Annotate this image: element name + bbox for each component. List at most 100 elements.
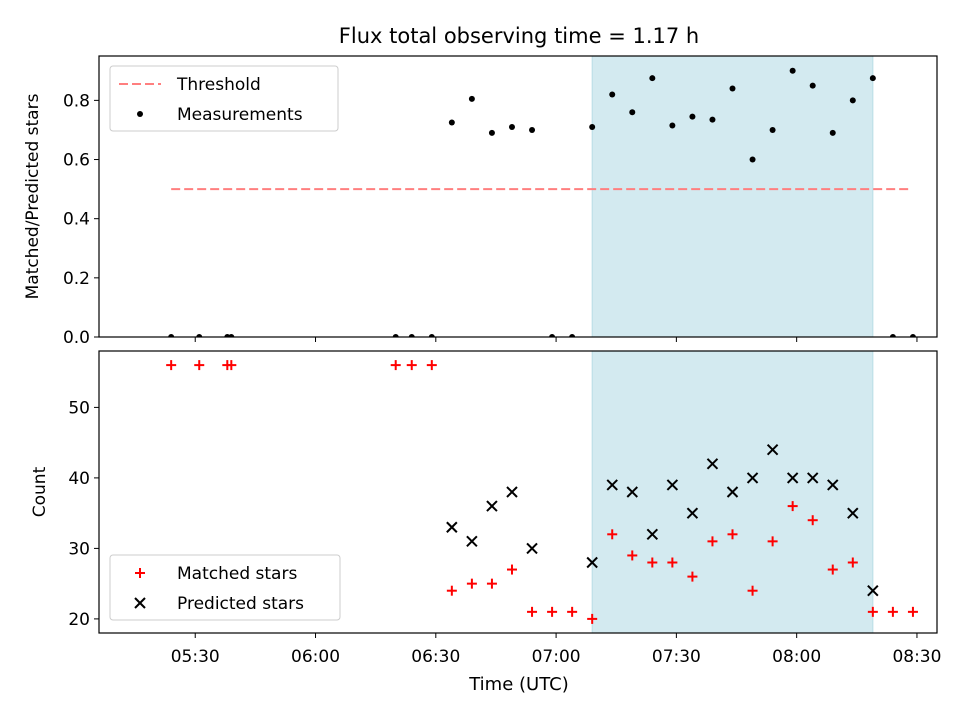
- predicted-star-marker: [786, 472, 799, 484]
- legend: Matched stars Predicted stars: [109, 554, 341, 621]
- predicted-star-marker: [867, 584, 879, 597]
- measurement-point: [769, 126, 776, 133]
- matched-star-marker: [847, 557, 858, 568]
- legend-label: Predicted stars: [177, 594, 304, 614]
- matched-star-marker: [390, 360, 401, 371]
- measurement-point: [589, 123, 596, 130]
- measurement-point: [909, 334, 916, 337]
- predicted-star-marker: [827, 479, 839, 491]
- measurement-point: [709, 116, 716, 123]
- measurement-point: [629, 109, 636, 116]
- matched-star-marker: [166, 360, 177, 371]
- matched-star-marker: [607, 529, 618, 540]
- x-tick-label: 07:30: [652, 647, 701, 667]
- matched-star-marker: [587, 613, 598, 624]
- y-tick-label: 0.6: [63, 151, 90, 171]
- x-tick-label: 05:30: [171, 647, 220, 667]
- measurement-point: [508, 123, 515, 130]
- predicted-star-marker: [806, 472, 819, 484]
- matched-star-marker: [446, 585, 457, 596]
- measurement-point: [689, 113, 696, 120]
- matched-star-marker: [767, 536, 778, 547]
- bottom-panel-counts: 20 30 40 50 05:30 06:00 06:30 07:00 07:30 08:00 08…: [30, 350, 941, 667]
- legend-label: Matched stars: [177, 564, 297, 584]
- measurement-point: [749, 156, 756, 163]
- matched-star-marker: [627, 550, 638, 561]
- predicted-star-marker: [526, 542, 538, 555]
- y-tick-label: 0.0: [63, 328, 90, 348]
- measurement-point: [529, 126, 536, 133]
- predicted-star-marker: [626, 486, 638, 498]
- measurement-point: [609, 91, 616, 98]
- predicted-star-marker: [506, 486, 518, 498]
- measurement-point: [729, 85, 736, 92]
- matched-star-marker: [406, 360, 417, 371]
- measurement-point: [448, 119, 455, 126]
- matched-star-marker: [226, 360, 237, 371]
- x-tick-label: 06:00: [291, 647, 340, 667]
- measurement-point: [428, 334, 435, 337]
- measurement-point: [468, 95, 475, 102]
- predicted-star-marker: [646, 528, 659, 541]
- matched-star-marker: [466, 578, 477, 589]
- matched-star-marker: [506, 564, 517, 575]
- matched-star-marker: [486, 578, 497, 589]
- measurement-point: [889, 334, 896, 337]
- predicted-star-marker: [446, 521, 458, 533]
- observing-window-span: [592, 56, 873, 337]
- measurement-point: [569, 334, 576, 337]
- x-axis-label: Time (UTC): [468, 674, 569, 695]
- matched-star-marker: [547, 606, 558, 617]
- predicted-star-marker: [666, 479, 679, 491]
- matched-star-marker: [647, 557, 658, 568]
- matched-star-marker: [887, 606, 898, 617]
- y-tick-label: 0.4: [63, 210, 90, 230]
- measurement-point: [869, 75, 876, 82]
- figure-title: Flux total observing time = 1.17 h: [339, 24, 699, 48]
- x-tick-label: 06:30: [411, 647, 460, 667]
- measurement-point: [408, 334, 415, 337]
- matched-star-marker: [787, 501, 798, 512]
- legend: Threshold Measurements: [109, 65, 339, 132]
- series-predicted-stars: [446, 443, 879, 597]
- matched-star-marker: [907, 606, 918, 617]
- x-tick-label: 07:00: [532, 647, 581, 667]
- predicted-star-marker: [847, 507, 859, 519]
- predicted-star-marker: [726, 486, 739, 498]
- matched-star-marker: [194, 360, 205, 371]
- measurement-point: [228, 334, 235, 337]
- series-measurements: [168, 67, 916, 337]
- matched-star-marker: [687, 571, 698, 582]
- y-tick-label: 40: [68, 469, 90, 489]
- matched-star-marker: [567, 606, 578, 617]
- legend-measurement-key: [137, 111, 143, 117]
- y-tick-label: 30: [68, 539, 90, 559]
- predicted-star-marker: [466, 535, 478, 548]
- x-tick-label: 08:00: [772, 647, 821, 667]
- matched-star-marker: [707, 536, 718, 547]
- measurement-point: [829, 129, 836, 136]
- legend-matched-key: [135, 568, 145, 578]
- y-tick-label: 20: [68, 610, 90, 630]
- measurement-point: [392, 334, 399, 337]
- series-layer: [168, 67, 916, 337]
- x-tick-label: 08:30: [892, 647, 941, 667]
- predicted-star-marker: [686, 507, 699, 519]
- predicted-star-marker: [766, 443, 779, 456]
- measurement-point: [168, 334, 175, 337]
- measurement-point: [196, 334, 203, 337]
- top-panel-ratio: 0.0 0.2 0.4 0.6 0.8 Matched/Predicted stars Th…: [23, 55, 938, 348]
- legend-label: Measurements: [177, 105, 303, 125]
- predicted-star-marker: [586, 556, 598, 569]
- matched-star-marker: [827, 564, 838, 575]
- series-matched-stars: [166, 360, 918, 624]
- y-axis-label: Count: [30, 466, 50, 517]
- matched-star-marker: [667, 557, 678, 568]
- legend-label: Threshold: [176, 75, 261, 95]
- y-axis-label: Matched/Predicted stars: [23, 93, 43, 299]
- measurement-point: [488, 129, 495, 136]
- measurement-point: [809, 82, 816, 89]
- legend-box: [109, 554, 341, 621]
- measurement-point: [849, 97, 856, 104]
- series-layer: [166, 360, 918, 624]
